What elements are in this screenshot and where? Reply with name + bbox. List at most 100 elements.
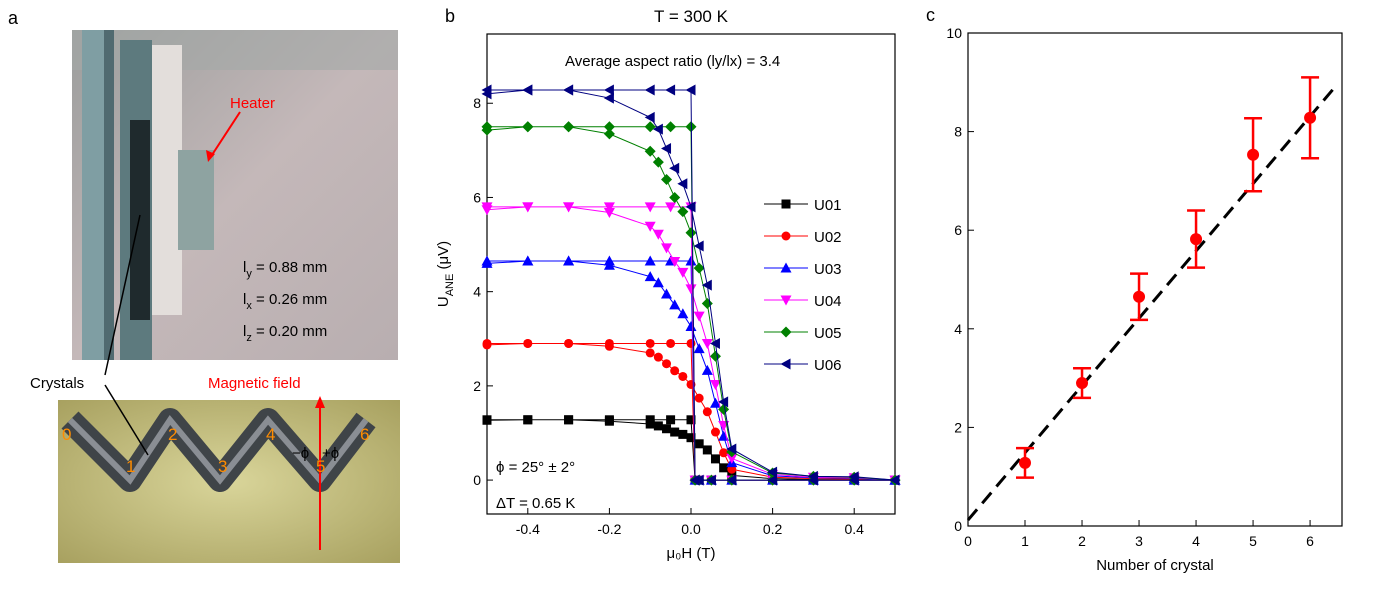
legend-label: U01 (814, 197, 842, 214)
data-point (670, 427, 680, 437)
data-point (693, 262, 705, 274)
data-point (701, 364, 713, 375)
legend-label: U06 (814, 357, 842, 374)
data-point (685, 321, 697, 332)
data-point (644, 145, 656, 157)
dimension-label: lz = 0.20 mm (243, 323, 327, 344)
data-point (702, 407, 712, 417)
y-tick-label: 4 (473, 284, 481, 300)
data-point (645, 348, 655, 358)
panel-label: b (445, 6, 455, 26)
data-point (482, 338, 492, 348)
dim-main: l (243, 291, 246, 308)
data-point (652, 229, 664, 240)
data-point (718, 396, 729, 408)
ylabel-unit: (μV) (435, 241, 452, 274)
data-point (669, 162, 680, 174)
data-point (678, 371, 688, 381)
heater-arrow (209, 111, 241, 159)
data-point (563, 202, 575, 213)
data-point (661, 142, 672, 154)
annotation: ϕ = 25° ± 2° (496, 459, 575, 476)
data-point (523, 338, 533, 348)
data-point (685, 84, 696, 96)
data-point (710, 427, 720, 437)
dim-rest: = 0.26 mm (252, 291, 327, 308)
data-point (669, 299, 681, 310)
y-tick-label: 0 (954, 518, 962, 534)
legend-label: U02 (814, 229, 842, 246)
data-point (719, 463, 729, 473)
position-number: 5 (316, 457, 325, 476)
data-point (693, 240, 704, 252)
x-tick-label: 1 (1021, 533, 1029, 549)
legend-marker (780, 358, 791, 370)
data-point (709, 350, 721, 362)
legend-marker (781, 231, 791, 241)
ylabel-sub: ANE (444, 274, 456, 297)
arrow-head (315, 396, 325, 408)
dim-rest: = 0.88 mm (252, 259, 327, 276)
data-point (481, 84, 492, 96)
data-point (481, 202, 493, 213)
position-number: 6 (360, 425, 369, 444)
position-number: 0 (62, 425, 71, 444)
data-point (645, 338, 655, 348)
panel-label: c (926, 5, 935, 25)
field-label: Magnetic field (208, 375, 301, 392)
data-point (693, 311, 705, 322)
x-tick-label: 0.2 (763, 521, 783, 537)
angle-label: +ϕ (322, 445, 339, 462)
data-point (603, 128, 615, 140)
y-tick-label: 8 (954, 124, 962, 140)
photo-bottom (58, 400, 400, 563)
y-tick-label: 8 (473, 95, 481, 111)
data-point (661, 288, 673, 299)
data-point (767, 466, 778, 478)
data-point (685, 227, 697, 239)
crystals-label: Crystals (30, 375, 84, 392)
data-point (1076, 377, 1089, 390)
data-point (677, 308, 689, 319)
arrow-head (206, 150, 215, 162)
y-tick-label: 6 (954, 222, 962, 238)
y-tick-label: 2 (954, 419, 962, 435)
legend-label: U05 (814, 325, 842, 342)
data-point (726, 453, 738, 464)
data-point (652, 123, 663, 135)
y-tick-label: 6 (473, 189, 481, 205)
data-point (710, 454, 720, 464)
data-point (718, 403, 730, 415)
position-number: 2 (168, 425, 177, 444)
data-point (661, 243, 673, 254)
data-point (719, 448, 729, 458)
data-point (662, 424, 672, 434)
panel-c: 0 1 2 3 4 5 6 0 2 4 6 8 10 c Number of crystal (926, 5, 1343, 574)
position-number: 1 (126, 457, 135, 476)
x-tick-label: 5 (1249, 533, 1257, 549)
x-tick-label: -0.2 (597, 521, 621, 537)
data-point (701, 338, 713, 349)
data-point (693, 343, 705, 354)
dimension-label: ly = 0.88 mm (243, 259, 327, 280)
data-point (848, 474, 859, 486)
data-point (666, 338, 676, 348)
data-point (661, 174, 673, 186)
data-point (522, 255, 534, 266)
data-point (709, 337, 720, 349)
y-axis-label: UANE (μV) (435, 241, 456, 307)
x-tick-label: 0.0 (681, 521, 701, 537)
dimension-label: lx = 0.26 mm (243, 291, 327, 312)
data-point (677, 178, 688, 190)
y-tick-label: 10 (946, 25, 962, 41)
data-point (603, 92, 614, 104)
data-point (563, 84, 574, 96)
data-point (644, 111, 655, 123)
data-point (694, 393, 704, 403)
data-point (645, 415, 655, 425)
data-point (767, 474, 778, 486)
dim-main: l (243, 259, 246, 276)
data-point (653, 421, 663, 431)
data-point (678, 429, 688, 439)
